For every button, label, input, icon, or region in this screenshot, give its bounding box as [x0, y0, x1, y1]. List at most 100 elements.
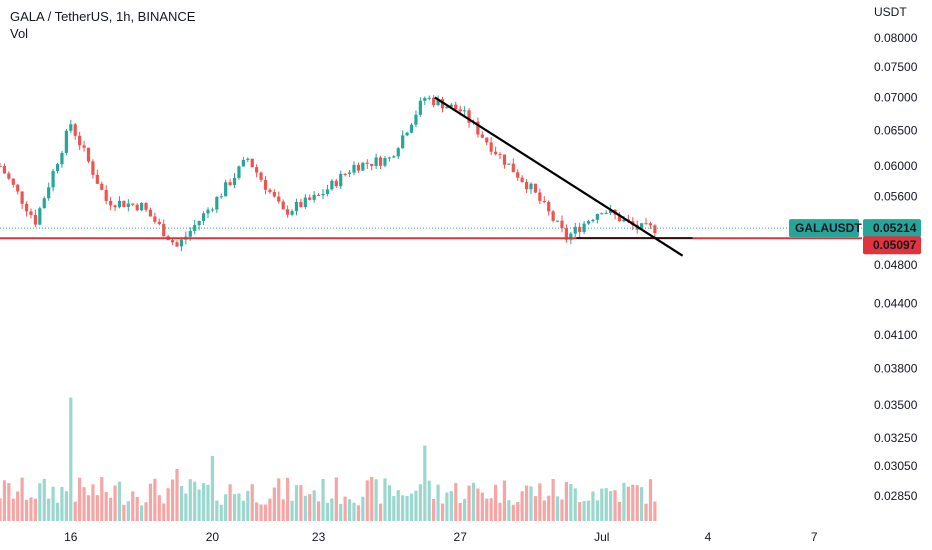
candle-body: [330, 180, 334, 190]
volume-bar: [440, 503, 445, 521]
volume-bar: [586, 500, 591, 521]
volume-bar: [215, 500, 219, 521]
volume-bar: [480, 492, 484, 521]
volume-bar: [573, 488, 577, 521]
volume-bar: [524, 485, 529, 521]
candle-body: [272, 191, 276, 197]
currency-label: USDT: [874, 5, 907, 19]
candle-body: [69, 124, 73, 131]
volume-bar: [520, 491, 524, 521]
volume-bar: [471, 482, 476, 521]
candle-body: [569, 233, 573, 240]
candle-body: [334, 180, 338, 187]
candle-body: [82, 145, 86, 148]
volume-bar: [193, 481, 197, 521]
price-axis[interactable]: 0.08000 0.07500 0.07000 0.06500 0.06000 0.056…: [874, 31, 918, 503]
volume-bar: [104, 491, 108, 521]
volume-bar: [626, 486, 630, 521]
volume-bar: [370, 476, 374, 521]
volume-bar: [131, 491, 135, 521]
volume-bar: [564, 482, 568, 521]
candle-body: [16, 184, 20, 192]
candle-body: [609, 209, 613, 213]
volume-bar: [613, 490, 617, 521]
candle-body: [502, 154, 507, 165]
candle-body: [644, 223, 648, 225]
volume-bar: [396, 490, 400, 521]
volume-bar: [631, 484, 635, 521]
volume-indicator-label[interactable]: Vol: [10, 26, 29, 41]
candle-body: [308, 197, 312, 200]
candle-body: [653, 225, 657, 234]
volume-bar: [286, 477, 290, 521]
volume-bar: [11, 498, 15, 521]
volume-bar: [449, 491, 453, 521]
volume-bar: [502, 480, 507, 521]
volume-bar: [91, 484, 95, 521]
symbol-title[interactable]: GALA / TetherUS, 1h, BINANCE: [10, 9, 196, 24]
candle-body: [255, 167, 259, 173]
volume-bar: [321, 478, 325, 521]
candle-body: [153, 216, 157, 222]
time-axis[interactable]: 16 20 23 27 Jul 4 7: [64, 530, 818, 544]
volume-bar: [0, 498, 2, 521]
candle-body: [582, 223, 586, 233]
candle-body: [489, 142, 493, 152]
volume-bar: [648, 479, 653, 521]
volume-bars: [0, 397, 657, 521]
price-tick-label: 0.03800: [874, 362, 918, 376]
volume-bar: [170, 479, 175, 521]
volume-bar: [7, 483, 11, 521]
volume-bar: [511, 504, 515, 521]
volume-bar: [250, 484, 254, 521]
candle-body: [24, 203, 29, 212]
candle-body: [277, 196, 281, 202]
line-price-value: 0.05097: [873, 238, 917, 252]
candle-body: [33, 214, 37, 225]
candle-body: [78, 135, 82, 146]
volume-bar: [392, 496, 396, 521]
candle-body: [529, 183, 533, 190]
volume-bar: [2, 480, 7, 521]
candle-body: [73, 124, 77, 136]
candle-body: [622, 219, 626, 222]
price-tick-label: 0.02850: [874, 489, 918, 503]
candle-body: [11, 178, 15, 185]
volume-bar: [529, 486, 533, 521]
candle-body: [538, 192, 542, 201]
candle-body: [498, 154, 502, 156]
volume-bar: [95, 495, 99, 521]
volume-bar: [232, 494, 237, 521]
candle-body: [533, 183, 538, 193]
candle-body: [219, 196, 223, 198]
candle-body: [126, 203, 130, 207]
volume-bar: [179, 486, 184, 521]
volume-bar: [78, 477, 82, 521]
candle-body: [20, 191, 24, 204]
candle-body: [224, 182, 228, 197]
volume-bar: [42, 478, 46, 521]
candle-body: [47, 187, 51, 199]
volume-bar: [237, 493, 241, 521]
volume-bar: [609, 491, 613, 521]
candle-body: [343, 173, 347, 175]
volume-bar: [418, 484, 422, 521]
candle-body: [401, 135, 405, 149]
price-tick-label: 0.06000: [874, 159, 918, 173]
volume-bar: [294, 485, 299, 521]
volume-bar: [263, 504, 268, 521]
volume-bar: [224, 494, 228, 521]
candle-body: [365, 162, 369, 164]
candle-body: [303, 197, 307, 208]
volume-bar: [365, 480, 369, 521]
candle-body: [286, 209, 290, 215]
candle-body: [109, 200, 113, 206]
descending-trend-line[interactable]: [434, 96, 684, 257]
candle-body: [617, 214, 622, 222]
candle-body: [427, 97, 431, 99]
volume-bar: [356, 505, 361, 521]
volume-bar: [569, 483, 573, 521]
line-price-badge-bg: [863, 236, 921, 255]
volume-bar: [498, 502, 502, 521]
